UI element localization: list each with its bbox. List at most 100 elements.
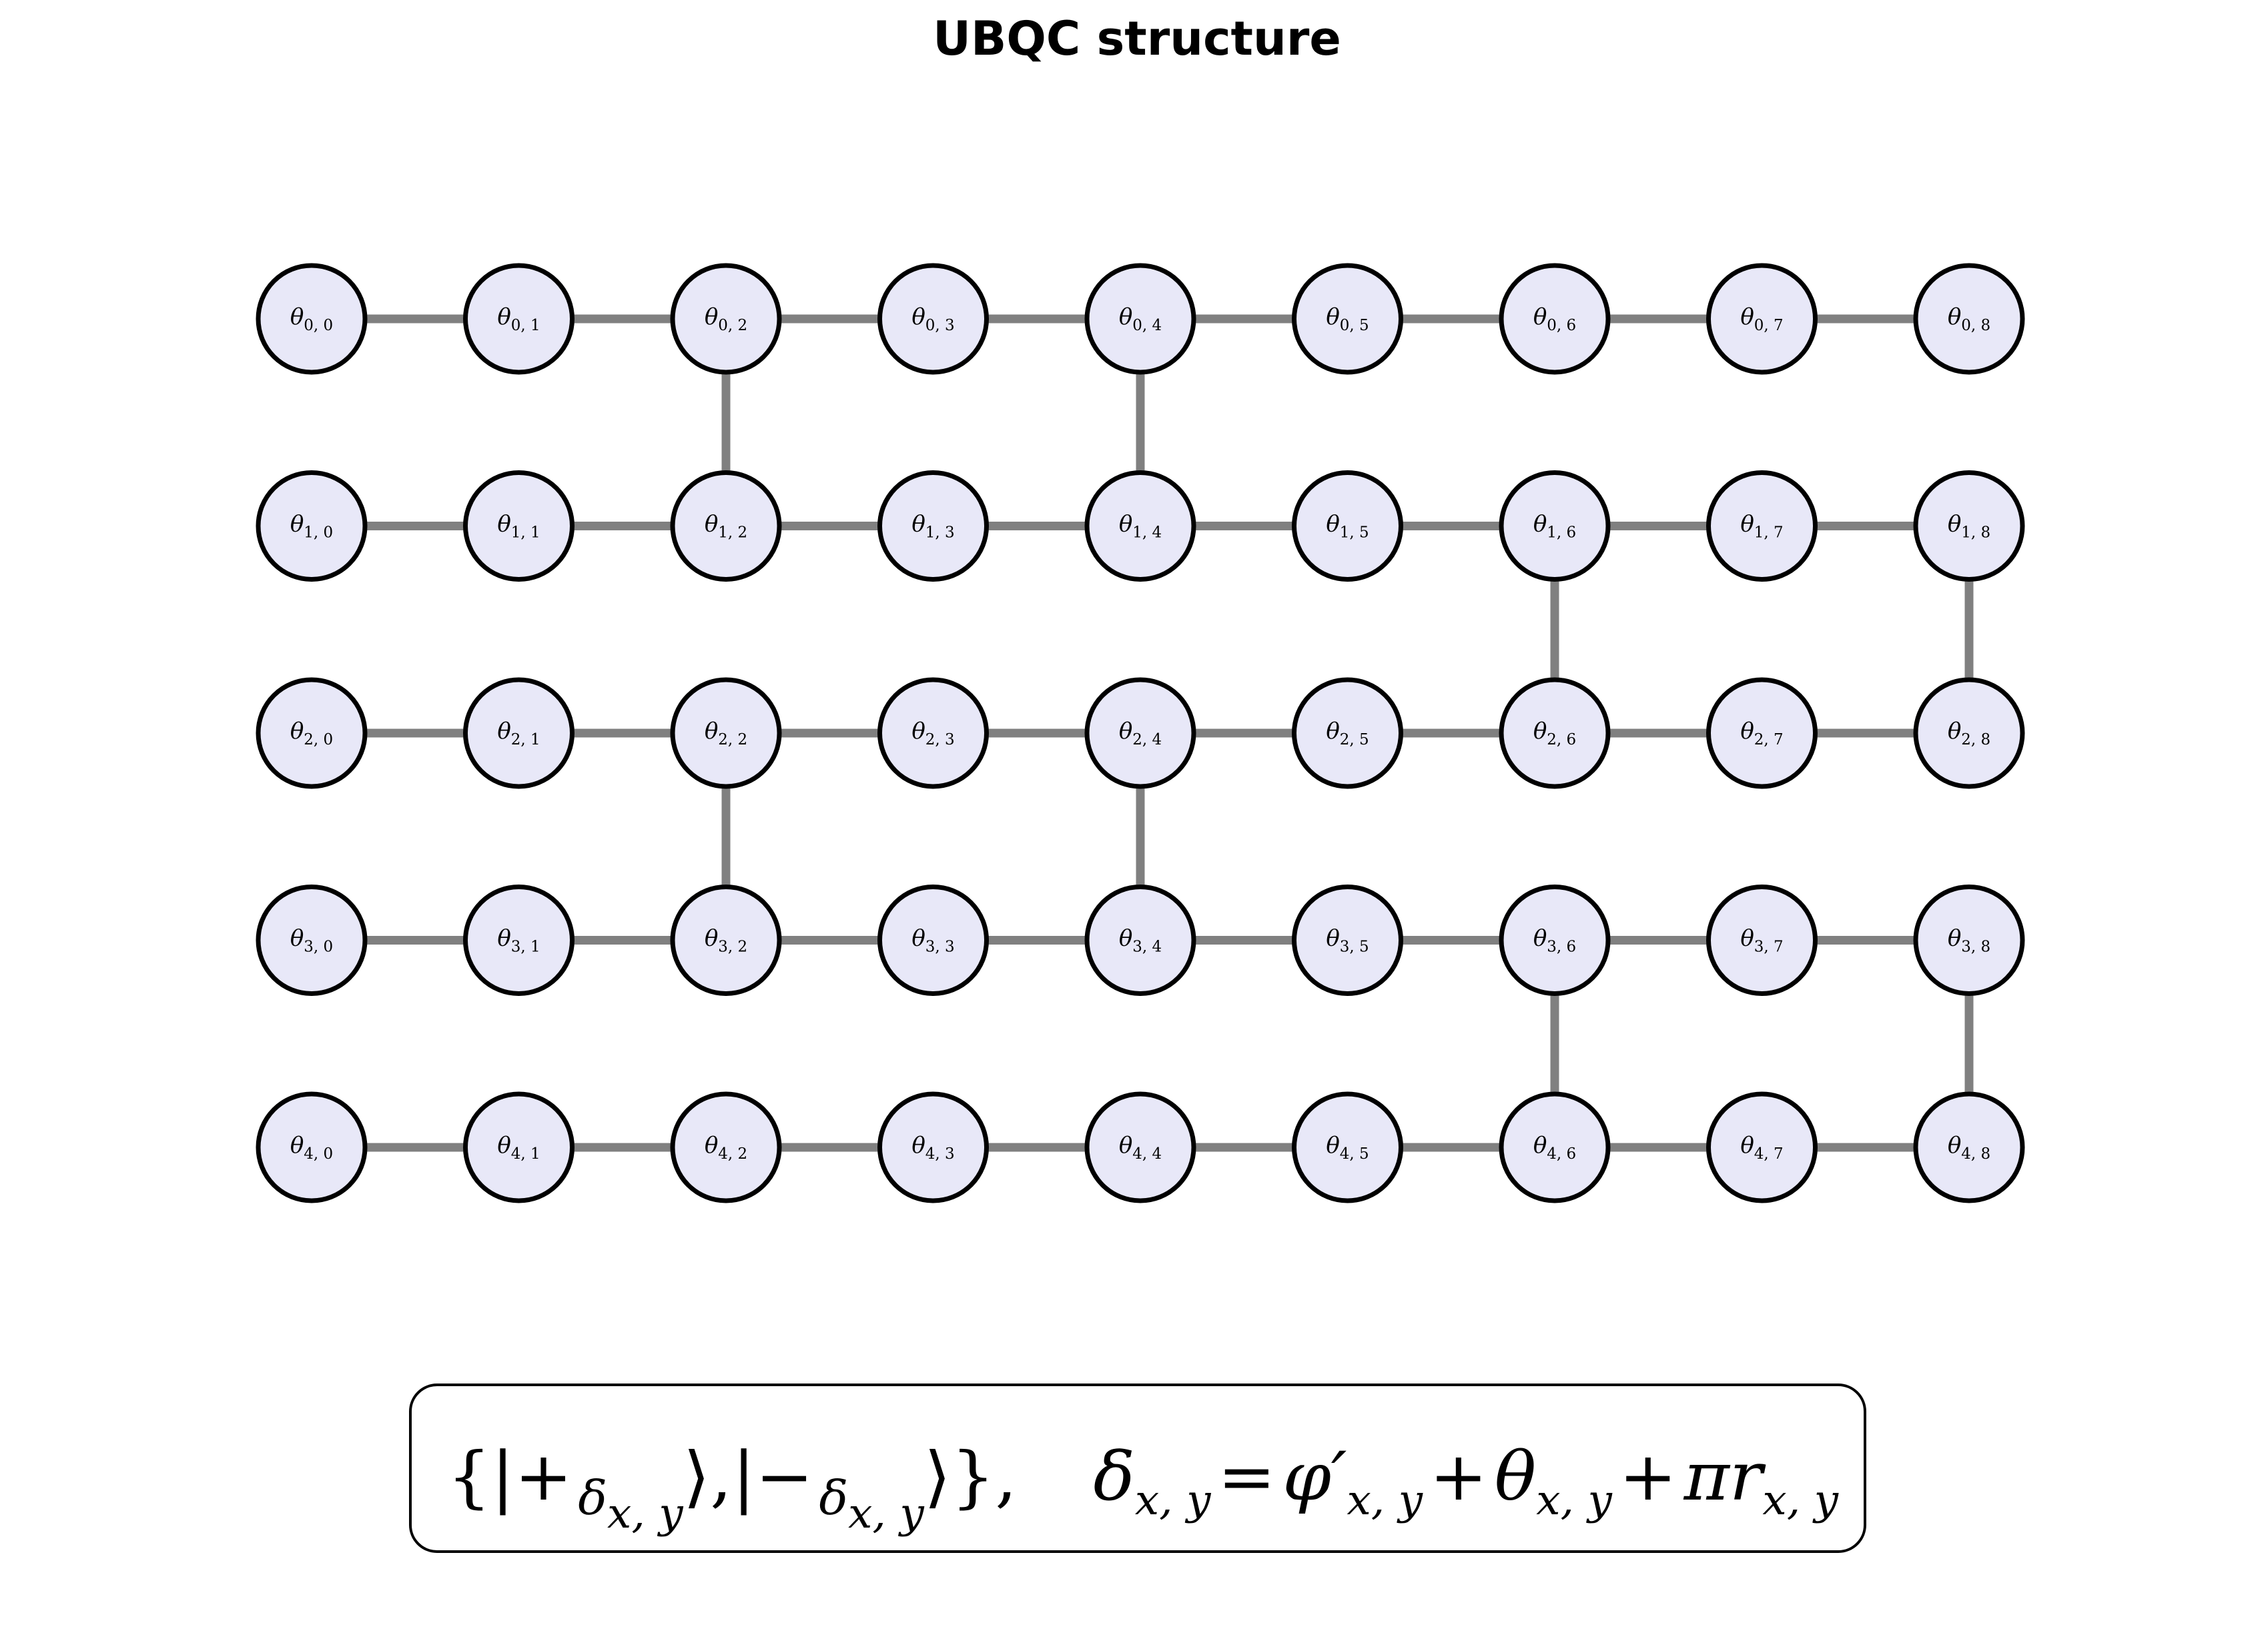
qubit-label: θ2, 3	[911, 718, 954, 748]
qubit-node-4-2: θ4, 2	[670, 1091, 782, 1203]
qubit-node-3-0: θ3, 0	[256, 885, 368, 996]
qubit-circle	[1292, 470, 1403, 582]
formula-text: {|+ δx, y⟩,|− δx, y⟩}, δx, y = φ′x, y + θx, y + π…	[447, 1438, 1839, 1538]
qubit-node-0-3: θ0, 3	[877, 263, 989, 375]
qubit-node-2-2: θ2, 2	[670, 677, 782, 789]
qubit-circle	[256, 677, 368, 789]
qubit-circle	[877, 1091, 989, 1203]
qubit-node-3-8: θ3, 8	[1913, 885, 2025, 996]
formula-delta-sub1: δ	[578, 1471, 607, 1526]
qubit-label: θ1, 0	[290, 511, 333, 542]
qubit-node-2-5: θ2, 5	[1292, 677, 1403, 789]
qubit-circle	[1084, 263, 1196, 375]
formula-phi-sub: x, y	[1347, 1476, 1423, 1524]
qubit-node-4-8: θ4, 8	[1913, 1091, 2025, 1203]
qubit-label: θ3, 1	[497, 925, 540, 956]
qubit-node-2-1: θ2, 1	[463, 677, 575, 789]
qubit-circle	[670, 677, 782, 789]
qubit-node-3-5: θ3, 5	[1292, 885, 1403, 996]
qubit-label: θ2, 0	[290, 718, 333, 748]
qubit-label: θ4, 3	[911, 1132, 954, 1163]
qubit-circle	[1913, 677, 2025, 789]
qubit-label: θ3, 6	[1533, 925, 1576, 956]
qubit-circle	[1499, 677, 1611, 789]
qubit-label: θ4, 1	[497, 1132, 540, 1163]
qubit-node-2-3: θ2, 3	[877, 677, 989, 789]
qubit-node-1-4: θ1, 4	[1084, 470, 1196, 582]
qubit-node-0-8: θ0, 8	[1913, 263, 2025, 375]
qubit-circle	[1706, 885, 1818, 996]
qubit-circle	[1084, 885, 1196, 996]
qubit-node-0-0: θ0, 0	[256, 263, 368, 375]
qubit-node-1-0: θ1, 0	[256, 470, 368, 582]
qubit-circle	[1084, 677, 1196, 789]
formula-phi-prime: φ′	[1282, 1438, 1347, 1516]
qubit-label: θ4, 4	[1119, 1132, 1162, 1163]
qubit-circle	[463, 263, 575, 375]
qubit-node-4-3: θ4, 3	[877, 1091, 989, 1203]
qubit-circle	[1084, 1091, 1196, 1203]
qubit-label: θ2, 5	[1326, 718, 1369, 748]
qubit-circle	[670, 470, 782, 582]
formula-box: {|+ δx, y⟩,|− δx, y⟩}, δx, y = φ′x, y + θx, y + π…	[409, 1384, 1866, 1553]
qubit-circle	[877, 677, 989, 789]
qubit-circle	[1706, 470, 1818, 582]
qubit-circle	[877, 885, 989, 996]
qubit-label: θ0, 8	[1948, 304, 1990, 334]
qubit-circle	[1706, 1091, 1818, 1203]
qubit-label: θ4, 5	[1326, 1132, 1369, 1163]
qubit-label: θ1, 8	[1948, 511, 1990, 542]
qubit-circle	[1499, 1091, 1611, 1203]
qubit-label: θ4, 2	[705, 1132, 747, 1163]
formula-pi-r: πr	[1683, 1438, 1766, 1516]
qubit-node-3-2: θ3, 2	[670, 885, 782, 996]
qubit-label: θ0, 1	[497, 304, 540, 334]
qubit-circle	[463, 1091, 575, 1203]
qubit-label: θ4, 8	[1948, 1132, 1990, 1163]
qubit-label: θ2, 8	[1948, 718, 1990, 748]
qubit-node-4-6: θ4, 6	[1499, 1091, 1611, 1203]
qubit-node-1-1: θ1, 1	[463, 470, 575, 582]
qubit-label: θ2, 1	[497, 718, 540, 748]
formula-comma1: ,	[710, 1438, 732, 1516]
qubit-circle	[256, 263, 368, 375]
formula-pi-r-sub: x, y	[1762, 1476, 1839, 1524]
qubit-node-2-0: θ2, 0	[256, 677, 368, 789]
qubit-label: θ1, 3	[911, 511, 954, 542]
qubit-circle	[256, 885, 368, 996]
diagram-title: UBQC structure	[933, 11, 1341, 66]
qubit-circle	[1706, 263, 1818, 375]
formula-close-brace: }	[951, 1438, 995, 1516]
qubit-node-4-0: θ4, 0	[256, 1091, 368, 1203]
qubit-label: θ2, 6	[1533, 718, 1576, 748]
qubit-circle	[1292, 1091, 1403, 1203]
formula-ket-plus: |+	[491, 1438, 573, 1516]
qubit-label: θ3, 5	[1326, 925, 1369, 956]
qubit-node-2-6: θ2, 6	[1499, 677, 1611, 789]
node-layer: θ0, 0 θ0, 1 θ0, 2 θ0, 3 θ0, 4 θ0, 5 θ0, 6 θ0, 7…	[256, 263, 2025, 1203]
qubit-label: θ1, 4	[1119, 511, 1162, 542]
qubit-node-2-8: θ2, 8	[1913, 677, 2025, 789]
qubit-node-1-6: θ1, 6	[1499, 470, 1611, 582]
formula-delta-sub2: δ	[819, 1471, 848, 1526]
qubit-node-3-3: θ3, 3	[877, 885, 989, 996]
qubit-node-4-1: θ4, 1	[463, 1091, 575, 1203]
qubit-node-3-6: θ3, 6	[1499, 885, 1611, 996]
qubit-circle	[463, 677, 575, 789]
qubit-label: θ3, 8	[1948, 925, 1990, 956]
formula-plus1: +	[1429, 1438, 1487, 1516]
qubit-circle	[670, 263, 782, 375]
qubit-node-3-7: θ3, 7	[1706, 885, 1818, 996]
qubit-node-1-3: θ1, 3	[877, 470, 989, 582]
formula-equals: =	[1218, 1438, 1276, 1516]
qubit-circle	[877, 263, 989, 375]
formula-frame	[409, 1384, 1866, 1553]
qubit-circle	[877, 470, 989, 582]
qubit-label: θ1, 6	[1533, 511, 1576, 542]
qubit-label: θ2, 4	[1119, 718, 1162, 748]
qubit-label: θ3, 2	[705, 925, 747, 956]
qubit-node-0-6: θ0, 6	[1499, 263, 1611, 375]
qubit-node-4-7: θ4, 7	[1706, 1091, 1818, 1203]
qubit-circle	[256, 1091, 368, 1203]
formula-plus2: +	[1619, 1438, 1677, 1516]
